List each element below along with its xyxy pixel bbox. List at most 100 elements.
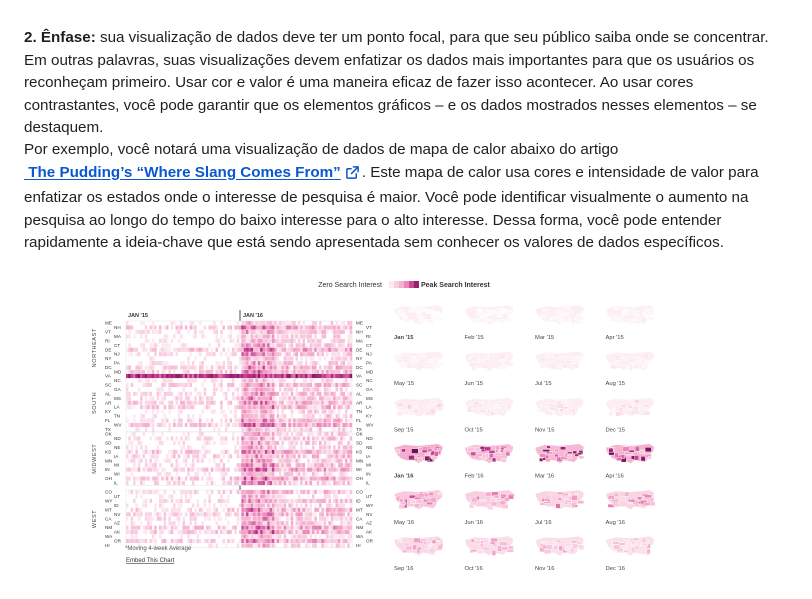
heatmap-cell — [246, 329, 249, 334]
heatmap-cell — [288, 503, 291, 508]
heatmap-cell — [340, 382, 343, 387]
heatmap-cell — [208, 405, 211, 410]
heatmap-cell — [293, 445, 296, 450]
heatmap-cell — [347, 405, 350, 410]
heatmap-cell — [241, 414, 244, 419]
map-state-block — [565, 543, 571, 547]
map-state-block — [500, 318, 507, 323]
heatmap-cell — [340, 427, 343, 432]
pudding-article-link[interactable]: The Pudding’s “Where Slang Comes From” — [24, 164, 341, 181]
heatmap-cell — [279, 396, 282, 401]
heatmap-cell — [295, 374, 298, 379]
heatmap-cell — [128, 347, 131, 352]
heatmap-cell — [344, 463, 348, 468]
heatmap-cell — [189, 490, 193, 495]
heatmap-cell — [300, 432, 303, 437]
heatmap-cell — [140, 321, 143, 326]
heatmap-cell — [217, 338, 221, 343]
heatmap-cell — [337, 454, 341, 459]
heatmap-cell — [260, 516, 263, 521]
external-link-icon[interactable] — [345, 165, 360, 188]
heatmap-cell — [175, 516, 178, 521]
heatmap-cell — [333, 507, 336, 512]
heatmap-cell — [213, 325, 216, 330]
heatmap-cell — [229, 476, 233, 481]
heatmap-cell — [281, 512, 284, 517]
heatmap-cell — [295, 365, 298, 370]
heatmap-cell — [154, 325, 157, 330]
heatmap-cell — [314, 476, 317, 481]
heatmap-cell — [248, 352, 251, 357]
heatmap-cell — [151, 356, 155, 361]
heatmap-cell — [257, 440, 261, 445]
map-state-block — [493, 408, 501, 412]
heatmap-cell — [319, 365, 322, 370]
state-label-left: MI — [114, 463, 119, 468]
heatmap-cell — [170, 391, 174, 396]
heatmap-cell — [262, 361, 266, 366]
heatmap-cell — [349, 525, 353, 530]
heatmap-cell — [253, 454, 256, 459]
map-state-block — [548, 406, 556, 411]
heatmap-cell — [281, 525, 284, 530]
heatmap-cell — [222, 476, 226, 481]
heatmap-cell — [170, 400, 174, 405]
heatmap-cell — [189, 467, 193, 472]
map-state-block — [501, 309, 509, 313]
heatmap-cell — [147, 374, 150, 379]
us-map-shape — [605, 443, 655, 464]
map-state-block — [432, 315, 438, 319]
heatmap-cell — [290, 414, 294, 419]
state-label-left: CA — [105, 516, 112, 521]
map-state-block — [569, 400, 574, 404]
heatmap-cell — [241, 449, 244, 454]
embed-chart-link[interactable]: Embed This Chart — [126, 558, 175, 564]
map-state-block — [506, 362, 514, 367]
heatmap-cell — [330, 538, 334, 544]
state-label-right: AK — [366, 530, 373, 535]
heatmap-cell — [166, 338, 169, 343]
heatmap-cell — [161, 338, 164, 343]
heatmap-cell — [276, 490, 280, 495]
state-label-right: CT — [366, 343, 372, 348]
heatmap-cell — [180, 476, 183, 481]
heatmap-cell — [191, 361, 195, 366]
heatmap-cell — [182, 361, 185, 366]
map-state-block — [645, 358, 650, 364]
heatmap-cell — [142, 480, 145, 486]
heatmap-cell — [328, 458, 331, 463]
heatmap-cell — [236, 463, 240, 468]
heatmap-cell — [288, 321, 291, 326]
heatmap-cell — [274, 530, 277, 535]
heatmap-cell — [255, 538, 258, 544]
heatmap-cell — [248, 334, 251, 339]
heatmap-cell — [241, 543, 244, 548]
heatmap-cell — [220, 516, 223, 521]
heatmap-cell — [286, 472, 289, 477]
heatmap-cell — [182, 516, 185, 521]
map-state-block — [495, 445, 500, 451]
heatmap-cell — [239, 405, 242, 410]
heatmap-cell — [257, 432, 261, 437]
map-state-block — [645, 357, 651, 361]
map-state-block — [479, 446, 487, 450]
heatmap-cell — [246, 343, 249, 348]
heatmap-cell — [260, 472, 263, 477]
heatmap-cell — [349, 325, 353, 330]
heatmap-cell — [175, 525, 178, 530]
heatmap-cell — [302, 334, 306, 339]
heatmap-cell — [302, 538, 306, 544]
heatmap-cell — [260, 343, 263, 348]
heatmap-cell — [295, 490, 298, 495]
heatmap-cell — [316, 507, 320, 512]
heatmap-cell — [255, 530, 258, 535]
heatmap-cell — [260, 480, 263, 486]
map-state-block — [567, 317, 572, 323]
heatmap-cell — [158, 530, 162, 535]
map-state-block — [641, 543, 649, 546]
heatmap-cell — [342, 391, 346, 396]
heatmap-cell — [311, 490, 315, 495]
heatmap-cell — [137, 507, 141, 512]
map-state-block — [627, 501, 634, 504]
heatmap-cell — [309, 382, 313, 387]
